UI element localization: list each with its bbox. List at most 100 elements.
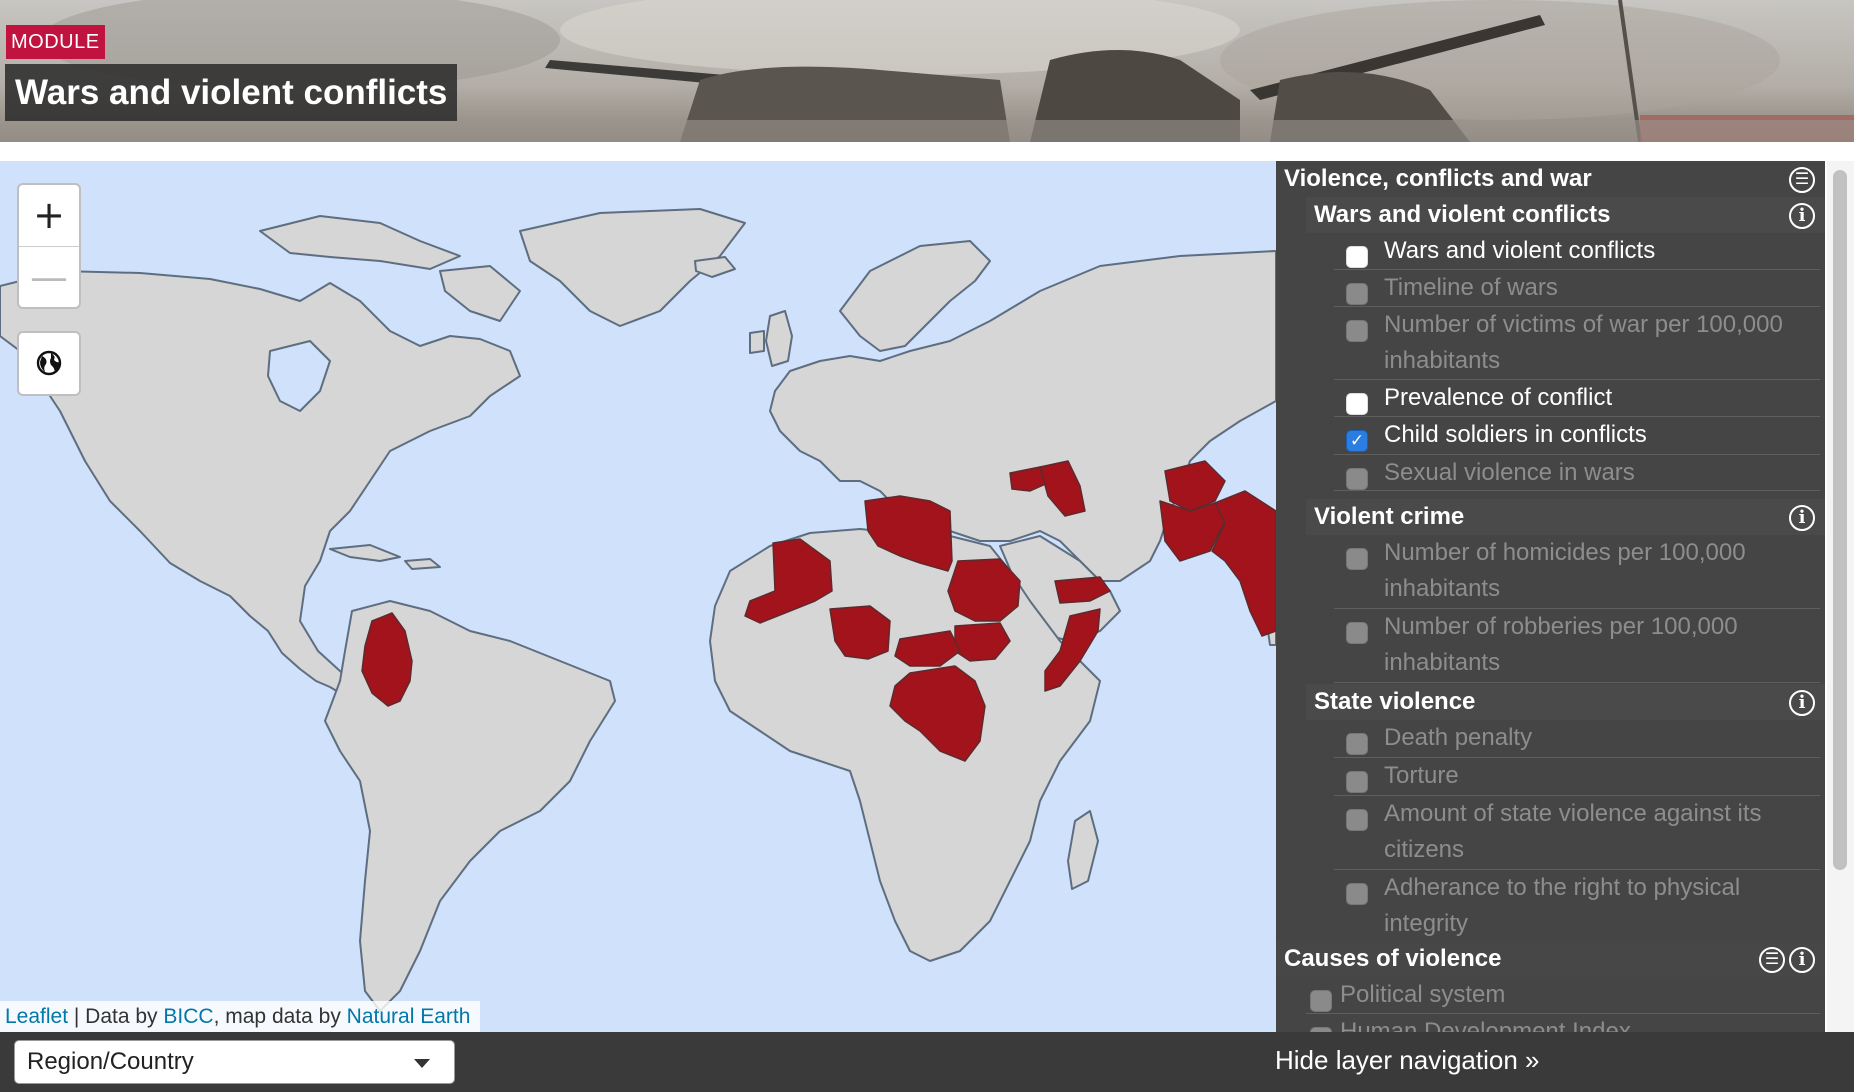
layer-label: Political system <box>1340 981 1506 1008</box>
layer-checkbox[interactable] <box>1346 320 1368 342</box>
layer-item-robberies[interactable]: Number of robberies per 100,000 inhabita… <box>1334 609 1820 683</box>
info-icon[interactable]: i <box>1789 203 1815 229</box>
country-iraq[interactable] <box>1039 460 1086 517</box>
section-causes[interactable]: Causes of violence ☰ i <box>1276 941 1825 977</box>
land-north-america <box>0 270 521 697</box>
banner-image <box>0 0 1854 142</box>
layer-label: Torture <box>1384 762 1459 789</box>
layer-label-line2: inhabitants <box>1384 575 1501 602</box>
map-canvas[interactable] <box>0 161 1276 1032</box>
bicc-link[interactable]: BICC <box>163 1005 214 1028</box>
country-somalia[interactable] <box>1044 608 1101 692</box>
layer-label-line2: inhabitants <box>1384 649 1501 676</box>
layer-checkbox-checked[interactable]: ✓ <box>1346 430 1368 452</box>
land-south-america <box>324 600 616 1012</box>
layer-label: Prevalence of conflict <box>1384 384 1613 411</box>
land-scandinavia <box>839 240 991 352</box>
country-car[interactable] <box>894 630 961 667</box>
layer-checkbox[interactable] <box>1346 883 1368 905</box>
layer-item-hdi[interactable]: Human Development Index <box>1306 1014 1820 1032</box>
info-icon[interactable]: i <box>1789 947 1815 973</box>
layer-item-death-penalty[interactable]: Death penalty <box>1334 720 1820 758</box>
bottom-bar: Region/Country Hide layer navigation » <box>0 1032 1854 1092</box>
country-yemen[interactable] <box>1054 576 1111 604</box>
info-icon[interactable]: i <box>1789 690 1815 716</box>
layer-checkbox[interactable] <box>1346 622 1368 644</box>
section-state-title: State violence <box>1314 688 1476 715</box>
natural-earth-link[interactable]: Natural Earth <box>346 1005 471 1028</box>
zoom-out-button[interactable]: — <box>19 246 79 307</box>
layer-label: Sexual violence in wars <box>1384 459 1635 486</box>
section-wars[interactable]: Wars and violent conflicts i <box>1306 197 1825 233</box>
section-causes-title: Causes of violence <box>1284 945 1502 972</box>
layer-item-physical-integrity[interactable]: Adherance to the right to physical integ… <box>1334 870 1820 944</box>
info-icon[interactable]: i <box>1789 505 1815 531</box>
zoom-control: + — <box>17 183 81 309</box>
country-sudan[interactable] <box>947 558 1021 622</box>
reset-view-button[interactable] <box>17 331 81 396</box>
layer-checkbox[interactable] <box>1346 733 1368 755</box>
region-country-select[interactable]: Region/Country <box>14 1040 455 1084</box>
globe-icon <box>36 350 62 376</box>
layer-checkbox[interactable] <box>1346 246 1368 268</box>
land-greenland <box>519 208 746 327</box>
layer-checkbox[interactable] <box>1310 1027 1332 1032</box>
layer-item-political-system[interactable]: Political system <box>1306 977 1820 1014</box>
layer-item-timeline[interactable]: Timeline of wars <box>1334 270 1820 307</box>
filter-icon[interactable]: ☰ <box>1789 167 1815 193</box>
land-hudson-bay <box>267 340 331 412</box>
land-iceland <box>694 256 736 278</box>
land-hispaniola <box>404 558 441 570</box>
land-arctic-islands <box>259 215 461 270</box>
land-madagascar <box>1067 810 1099 890</box>
country-libya[interactable] <box>864 495 953 572</box>
layer-item-torture[interactable]: Torture <box>1334 758 1820 796</box>
layer-checkbox[interactable] <box>1346 283 1368 305</box>
layer-item-victims[interactable]: Number of victims of war per 100,000 inh… <box>1334 307 1820 380</box>
land-cuba <box>329 544 401 562</box>
attribution-text-2: , map data by <box>213 1005 347 1028</box>
layer-label: Number of victims of war per 100,000 <box>1384 311 1783 338</box>
country-syria[interactable] <box>1009 466 1049 492</box>
layer-label: Death penalty <box>1384 724 1533 751</box>
layer-checkbox[interactable] <box>1310 990 1332 1012</box>
layer-checkbox[interactable] <box>1346 809 1368 831</box>
land-ireland <box>749 330 765 354</box>
country-mali[interactable] <box>744 538 833 624</box>
page-title: Wars and violent conflicts <box>5 64 458 121</box>
filter-icon[interactable]: ☰ <box>1759 947 1785 973</box>
layer-item-wars[interactable]: Wars and violent conflicts <box>1334 233 1820 270</box>
section-state-violence[interactable]: State violence i <box>1306 684 1825 720</box>
layer-label: Timeline of wars <box>1384 274 1558 301</box>
layer-checkbox[interactable] <box>1346 548 1368 570</box>
module-banner: MODULE Wars and violent conflicts <box>0 0 1854 142</box>
world-map[interactable] <box>0 161 1276 1032</box>
layer-item-child-soldiers[interactable]: ✓ Child soldiers in conflicts <box>1334 417 1820 455</box>
country-afghanistan[interactable] <box>1164 460 1226 512</box>
country-pakistan[interactable] <box>1159 500 1226 562</box>
hide-layer-navigation-link[interactable]: Hide layer navigation » <box>1275 1045 1540 1075</box>
country-colombia[interactable] <box>361 612 413 707</box>
layer-item-prevalence[interactable]: Prevalence of conflict <box>1334 380 1820 417</box>
layer-item-sexual-violence[interactable]: Sexual violence in wars <box>1334 455 1820 491</box>
layer-checkbox[interactable] <box>1346 393 1368 415</box>
country-dr-congo[interactable] <box>889 665 986 762</box>
layer-item-homicides[interactable]: Number of homicides per 100,000 inhabita… <box>1334 535 1820 609</box>
layer-checkbox[interactable] <box>1346 468 1368 490</box>
layer-checkbox[interactable] <box>1346 771 1368 793</box>
layer-label: Wars and violent conflicts <box>1384 237 1656 264</box>
land-uk <box>765 310 793 367</box>
panel-scrollbar-thumb[interactable] <box>1833 170 1847 870</box>
zoom-in-button[interactable]: + <box>33 193 65 237</box>
country-india[interactable] <box>1211 490 1276 637</box>
layer-label-line2: citizens <box>1384 836 1465 863</box>
country-nigeria[interactable] <box>829 605 891 660</box>
layer-label: Child soldiers in conflicts <box>1384 421 1647 448</box>
section-violent-crime[interactable]: Violent crime i <box>1306 499 1825 535</box>
layer-item-state-violence[interactable]: Amount of state violence against its cit… <box>1334 796 1820 870</box>
leaflet-link[interactable]: Leaflet <box>5 1005 69 1028</box>
layer-label: Human Development Index <box>1340 1018 1631 1032</box>
region-select-value: Region/Country <box>27 1048 194 1075</box>
panel-title-row[interactable]: Violence, conflicts and war ☰ <box>1276 161 1825 197</box>
